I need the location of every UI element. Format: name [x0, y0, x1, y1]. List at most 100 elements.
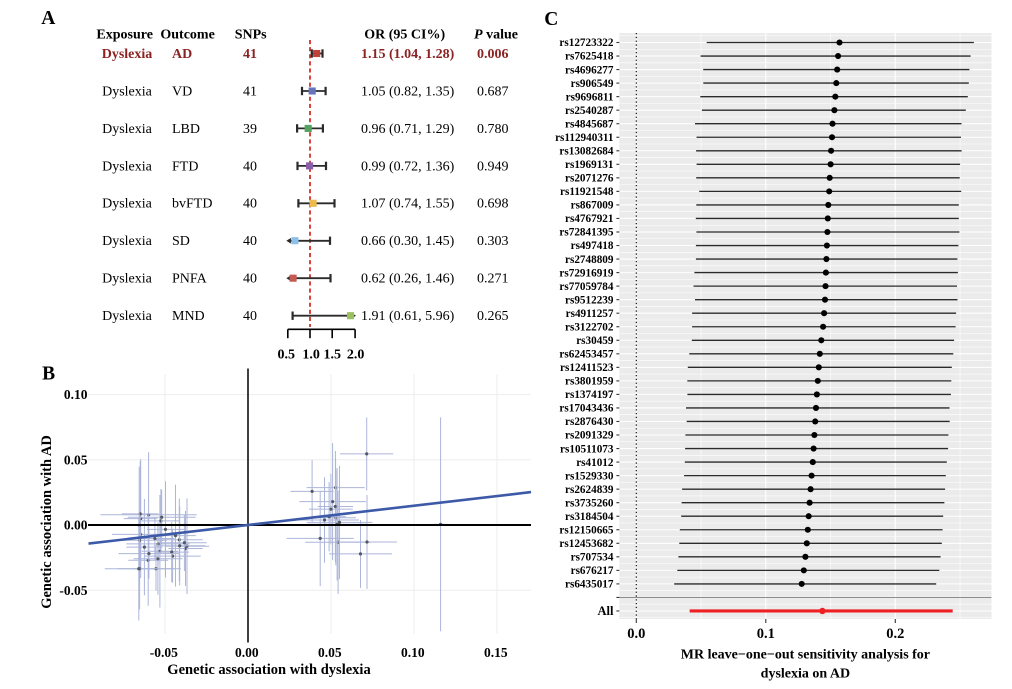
svg-text:dyslexia on AD: dyslexia on AD: [761, 667, 850, 682]
svg-text:0.698: 0.698: [477, 197, 509, 212]
svg-text:rs2748809: rs2748809: [565, 254, 614, 266]
svg-text:1.15 (1.04, 1.28): 1.15 (1.04, 1.28): [361, 47, 455, 62]
svg-text:rs13082684: rs13082684: [559, 145, 613, 157]
svg-text:Dyslexia: Dyslexia: [102, 122, 153, 137]
svg-text:B: B: [42, 364, 55, 385]
svg-text:rs11921548: rs11921548: [560, 186, 614, 198]
svg-text:1.05 (0.82, 1.35): 1.05 (0.82, 1.35): [361, 84, 455, 99]
svg-text:0.15: 0.15: [484, 645, 508, 660]
svg-text:40: 40: [243, 309, 257, 324]
svg-text:0.949: 0.949: [477, 159, 509, 174]
svg-text:Genetic association with AD: Genetic association with AD: [39, 435, 55, 609]
svg-text:0.687: 0.687: [477, 84, 509, 99]
svg-text:SNPs: SNPs: [235, 27, 267, 42]
svg-text:rs2540287: rs2540287: [565, 105, 614, 117]
svg-text:VD: VD: [172, 84, 192, 99]
svg-text:0.2: 0.2: [886, 626, 904, 642]
svg-text:PNFA: PNFA: [172, 272, 208, 287]
svg-text:2.0: 2.0: [347, 348, 365, 363]
svg-text:rs497418: rs497418: [571, 240, 614, 252]
svg-text:MR leave−one−out sensitivity a: MR leave−one−out sensitivity analysis fo…: [681, 648, 930, 663]
svg-text:rs2624839: rs2624839: [565, 484, 614, 496]
svg-text:Dyslexia: Dyslexia: [102, 309, 153, 324]
svg-text:rs3122702: rs3122702: [565, 321, 614, 333]
svg-text:rs41012: rs41012: [576, 457, 614, 469]
svg-text:OR (95 CI%): OR (95 CI%): [364, 27, 445, 42]
svg-text:P value: P value: [474, 27, 518, 42]
svg-text:FTD: FTD: [172, 159, 198, 174]
svg-text:rs4696277: rs4696277: [565, 64, 614, 76]
svg-text:rs3801959: rs3801959: [565, 376, 614, 388]
svg-text:rs867009: rs867009: [571, 200, 614, 212]
svg-text:rs2071276: rs2071276: [565, 173, 614, 185]
svg-text:0.00: 0.00: [64, 518, 88, 533]
svg-text:39: 39: [243, 122, 257, 137]
svg-text:All: All: [598, 604, 615, 618]
svg-text:1.0: 1.0: [302, 348, 320, 363]
svg-text:rs3735260: rs3735260: [565, 497, 614, 509]
svg-text:rs707534: rs707534: [571, 552, 614, 564]
svg-text:Genetic association with dysle: Genetic association with dyslexia: [167, 662, 371, 678]
svg-text:0.006: 0.006: [477, 47, 509, 62]
svg-text:0.96 (0.71, 1.29): 0.96 (0.71, 1.29): [361, 122, 455, 137]
svg-text:1.07 (0.74, 1.55): 1.07 (0.74, 1.55): [361, 197, 455, 212]
svg-text:rs30459: rs30459: [576, 335, 614, 347]
svg-text:0.99 (0.72, 1.36): 0.99 (0.72, 1.36): [361, 159, 455, 174]
svg-text:rs12411523: rs12411523: [560, 362, 614, 374]
svg-text:Exposure: Exposure: [96, 27, 153, 42]
svg-text:Dyslexia: Dyslexia: [102, 234, 153, 249]
svg-text:1.91 (0.61, 5.96): 1.91 (0.61, 5.96): [361, 309, 455, 324]
svg-text:Outcome: Outcome: [160, 27, 214, 42]
svg-text:40: 40: [243, 197, 257, 212]
svg-text:rs2091329: rs2091329: [565, 430, 614, 442]
svg-text:rs72916919: rs72916919: [559, 267, 613, 279]
svg-text:Dyslexia: Dyslexia: [102, 197, 153, 212]
svg-text:0.303: 0.303: [477, 234, 509, 249]
svg-text:-0.05: -0.05: [59, 583, 87, 598]
svg-text:Dyslexia: Dyslexia: [102, 47, 153, 62]
svg-text:rs7625418: rs7625418: [565, 51, 614, 63]
svg-text:rs4767921: rs4767921: [565, 213, 614, 225]
svg-text:rs77059784: rs77059784: [559, 281, 613, 293]
svg-text:Dyslexia: Dyslexia: [102, 84, 153, 99]
svg-text:rs12723322: rs12723322: [559, 37, 613, 49]
svg-text:0.271: 0.271: [477, 272, 509, 287]
svg-text:0.0: 0.0: [627, 626, 645, 642]
svg-text:rs6435017: rs6435017: [565, 579, 614, 591]
svg-text:0.66 (0.30, 1.45): 0.66 (0.30, 1.45): [361, 234, 455, 249]
svg-text:rs9696811: rs9696811: [566, 91, 614, 103]
svg-text:41: 41: [243, 84, 257, 99]
svg-text:0.265: 0.265: [477, 309, 509, 324]
svg-text:0.10: 0.10: [401, 645, 425, 660]
svg-text:rs10511073: rs10511073: [560, 443, 614, 455]
svg-text:rs1374197: rs1374197: [565, 389, 614, 401]
svg-text:rs12453682: rs12453682: [559, 538, 613, 550]
svg-text:AD: AD: [172, 47, 192, 62]
svg-text:rs72841395: rs72841395: [559, 227, 613, 239]
svg-text:rs4845687: rs4845687: [565, 118, 614, 130]
svg-text:0.05: 0.05: [318, 645, 342, 660]
svg-text:MND: MND: [172, 309, 205, 324]
svg-text:0.62 (0.26, 1.46): 0.62 (0.26, 1.46): [361, 272, 455, 287]
svg-text:rs676217: rs676217: [571, 565, 614, 577]
svg-text:Dyslexia: Dyslexia: [102, 159, 153, 174]
svg-text:0.1: 0.1: [757, 626, 775, 642]
svg-text:LBD: LBD: [172, 122, 200, 137]
svg-text:rs62453457: rs62453457: [559, 349, 613, 361]
svg-text:40: 40: [243, 272, 257, 287]
svg-text:0.780: 0.780: [477, 122, 509, 137]
svg-text:A: A: [41, 8, 55, 29]
svg-text:Dyslexia: Dyslexia: [102, 272, 153, 287]
svg-text:bvFTD: bvFTD: [172, 197, 212, 212]
svg-text:0.05: 0.05: [64, 452, 88, 467]
svg-text:rs3184504: rs3184504: [565, 511, 614, 523]
svg-text:rs1529330: rs1529330: [565, 470, 614, 482]
svg-text:40: 40: [243, 159, 257, 174]
svg-text:rs112940311: rs112940311: [555, 132, 614, 144]
svg-text:40: 40: [243, 234, 257, 249]
svg-text:C: C: [544, 9, 558, 30]
svg-text:1.5: 1.5: [324, 348, 342, 363]
svg-text:SD: SD: [172, 234, 190, 249]
svg-text:rs9512239: rs9512239: [565, 294, 614, 306]
svg-text:41: 41: [243, 47, 257, 62]
